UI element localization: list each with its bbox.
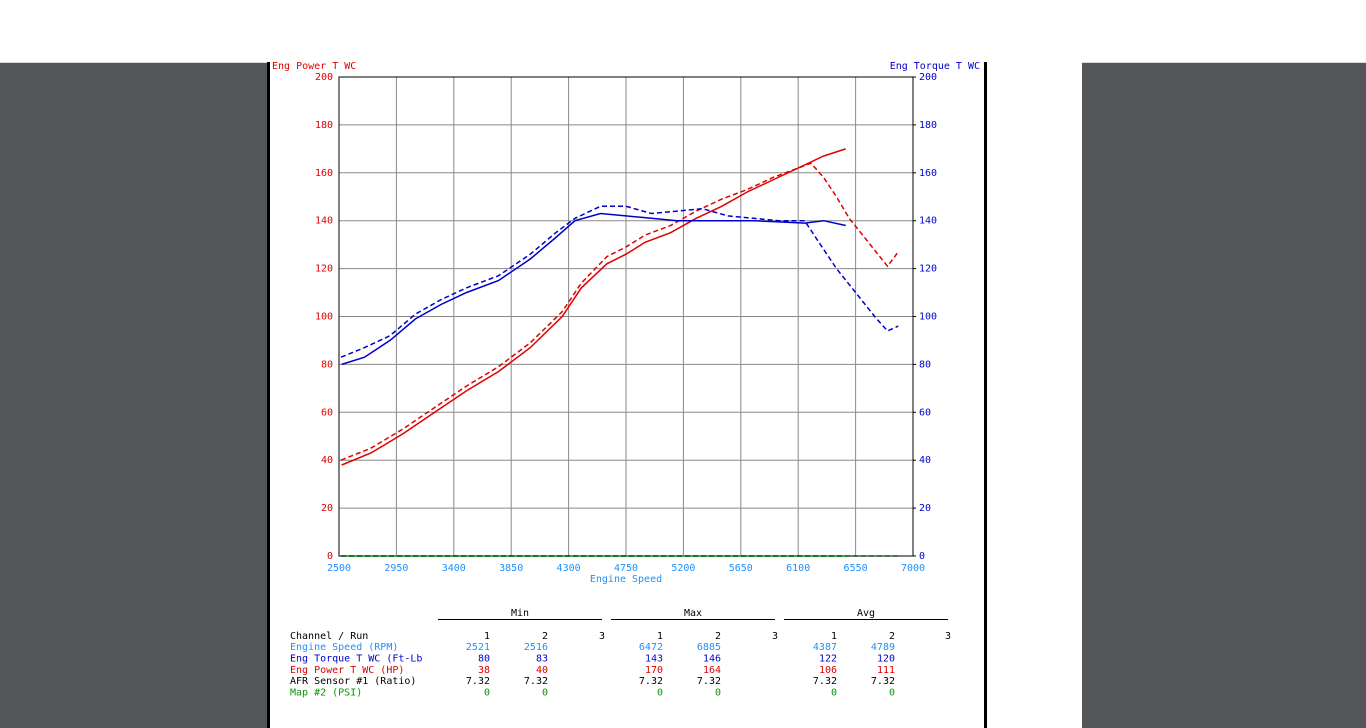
run-header: Channel / Run <box>290 631 368 642</box>
row-label: Eng Torque T WC (Ft-Lb <box>290 653 422 664</box>
cell: 120 <box>877 653 895 664</box>
x-tick-label: 7000 <box>901 563 925 574</box>
cell: 6885 <box>697 642 721 653</box>
run-number: 2 <box>715 631 721 642</box>
x-tick-label: 6100 <box>786 563 810 574</box>
y-tick-label: 60 <box>321 407 333 418</box>
series-line <box>341 212 846 366</box>
run-number: 1 <box>831 631 837 642</box>
series-line <box>341 148 846 466</box>
run-number: 1 <box>484 631 490 642</box>
cell: 7.32 <box>466 676 490 687</box>
run-number: 2 <box>889 631 895 642</box>
y2-tick-label: 140 <box>919 216 937 227</box>
cell: 0 <box>715 688 721 699</box>
cell: 40 <box>536 665 548 676</box>
y2-tick-label: 160 <box>919 168 937 179</box>
cell: 0 <box>542 688 548 699</box>
page-border-left <box>267 62 270 728</box>
cell: 146 <box>703 653 721 664</box>
x-tick-label: 4300 <box>557 563 581 574</box>
cell: 38 <box>478 665 490 676</box>
cell: 0 <box>831 688 837 699</box>
y-tick-label: 0 <box>327 551 333 562</box>
x-tick-label: 6550 <box>844 563 868 574</box>
y-tick-label: 120 <box>315 264 333 275</box>
cell: 80 <box>478 653 490 664</box>
cell: 6472 <box>639 642 663 653</box>
y2-axis-label: Eng Torque T WC <box>890 61 980 72</box>
x-tick-label: 3850 <box>499 563 523 574</box>
x-tick-label: 3400 <box>442 563 466 574</box>
y2-tick-label: 60 <box>919 407 931 418</box>
y2-tick-label: 0 <box>919 551 925 562</box>
x-tick-label: 2500 <box>327 563 351 574</box>
cell: 0 <box>889 688 895 699</box>
y2-tick-label: 180 <box>919 120 937 131</box>
cell: 0 <box>657 688 663 699</box>
row-label: Map #2 (PSI) <box>290 688 362 699</box>
y-tick-label: 160 <box>315 168 333 179</box>
cell: 2521 <box>466 642 490 653</box>
y-axis-label: Eng Power T WC <box>272 61 356 72</box>
cell: 83 <box>536 653 548 664</box>
cell: 111 <box>877 665 895 676</box>
y-tick-label: 100 <box>315 312 333 323</box>
series-line <box>340 205 899 358</box>
x-tick-label: 5650 <box>729 563 753 574</box>
group-header: Max <box>684 608 702 619</box>
y-tick-label: 200 <box>315 72 333 83</box>
row-label: Engine Speed (RPM) <box>290 642 398 653</box>
cell: 4387 <box>813 642 837 653</box>
y2-tick-label: 120 <box>919 264 937 275</box>
y-tick-label: 40 <box>321 455 333 466</box>
x-tick-label: 5200 <box>671 563 695 574</box>
cell: 7.32 <box>871 676 895 687</box>
y2-tick-label: 20 <box>919 503 931 514</box>
cell: 7.32 <box>813 676 837 687</box>
group-header: Avg <box>857 608 875 619</box>
y2-tick-label: 80 <box>919 359 931 370</box>
x-axis-label: Engine Speed <box>590 574 662 585</box>
cell: 7.32 <box>697 676 721 687</box>
cell: 7.32 <box>524 676 548 687</box>
group-header: Min <box>511 608 529 619</box>
cell: 143 <box>645 653 663 664</box>
y-tick-label: 80 <box>321 359 333 370</box>
cell: 170 <box>645 665 663 676</box>
y2-tick-label: 40 <box>919 455 931 466</box>
y-tick-label: 140 <box>315 216 333 227</box>
row-label: AFR Sensor #1 (Ratio) <box>290 676 416 687</box>
page-border-right <box>984 62 987 728</box>
x-tick-label: 2950 <box>384 563 408 574</box>
cell: 164 <box>703 665 721 676</box>
cell: 0 <box>484 688 490 699</box>
run-number: 2 <box>542 631 548 642</box>
cell: 106 <box>819 665 837 676</box>
cell: 7.32 <box>639 676 663 687</box>
run-number: 3 <box>599 631 605 642</box>
row-label: Eng Power T WC (HP) <box>290 665 404 676</box>
cell: 122 <box>819 653 837 664</box>
y-tick-label: 180 <box>315 120 333 131</box>
y2-tick-label: 100 <box>919 312 937 323</box>
run-number: 3 <box>945 631 951 642</box>
series-line <box>340 162 899 461</box>
y2-tick-label: 200 <box>919 72 937 83</box>
x-tick-label: 4750 <box>614 563 638 574</box>
cell: 2516 <box>524 642 548 653</box>
run-number: 1 <box>657 631 663 642</box>
cell: 4789 <box>871 642 895 653</box>
run-number: 3 <box>772 631 778 642</box>
y-tick-label: 20 <box>321 503 333 514</box>
